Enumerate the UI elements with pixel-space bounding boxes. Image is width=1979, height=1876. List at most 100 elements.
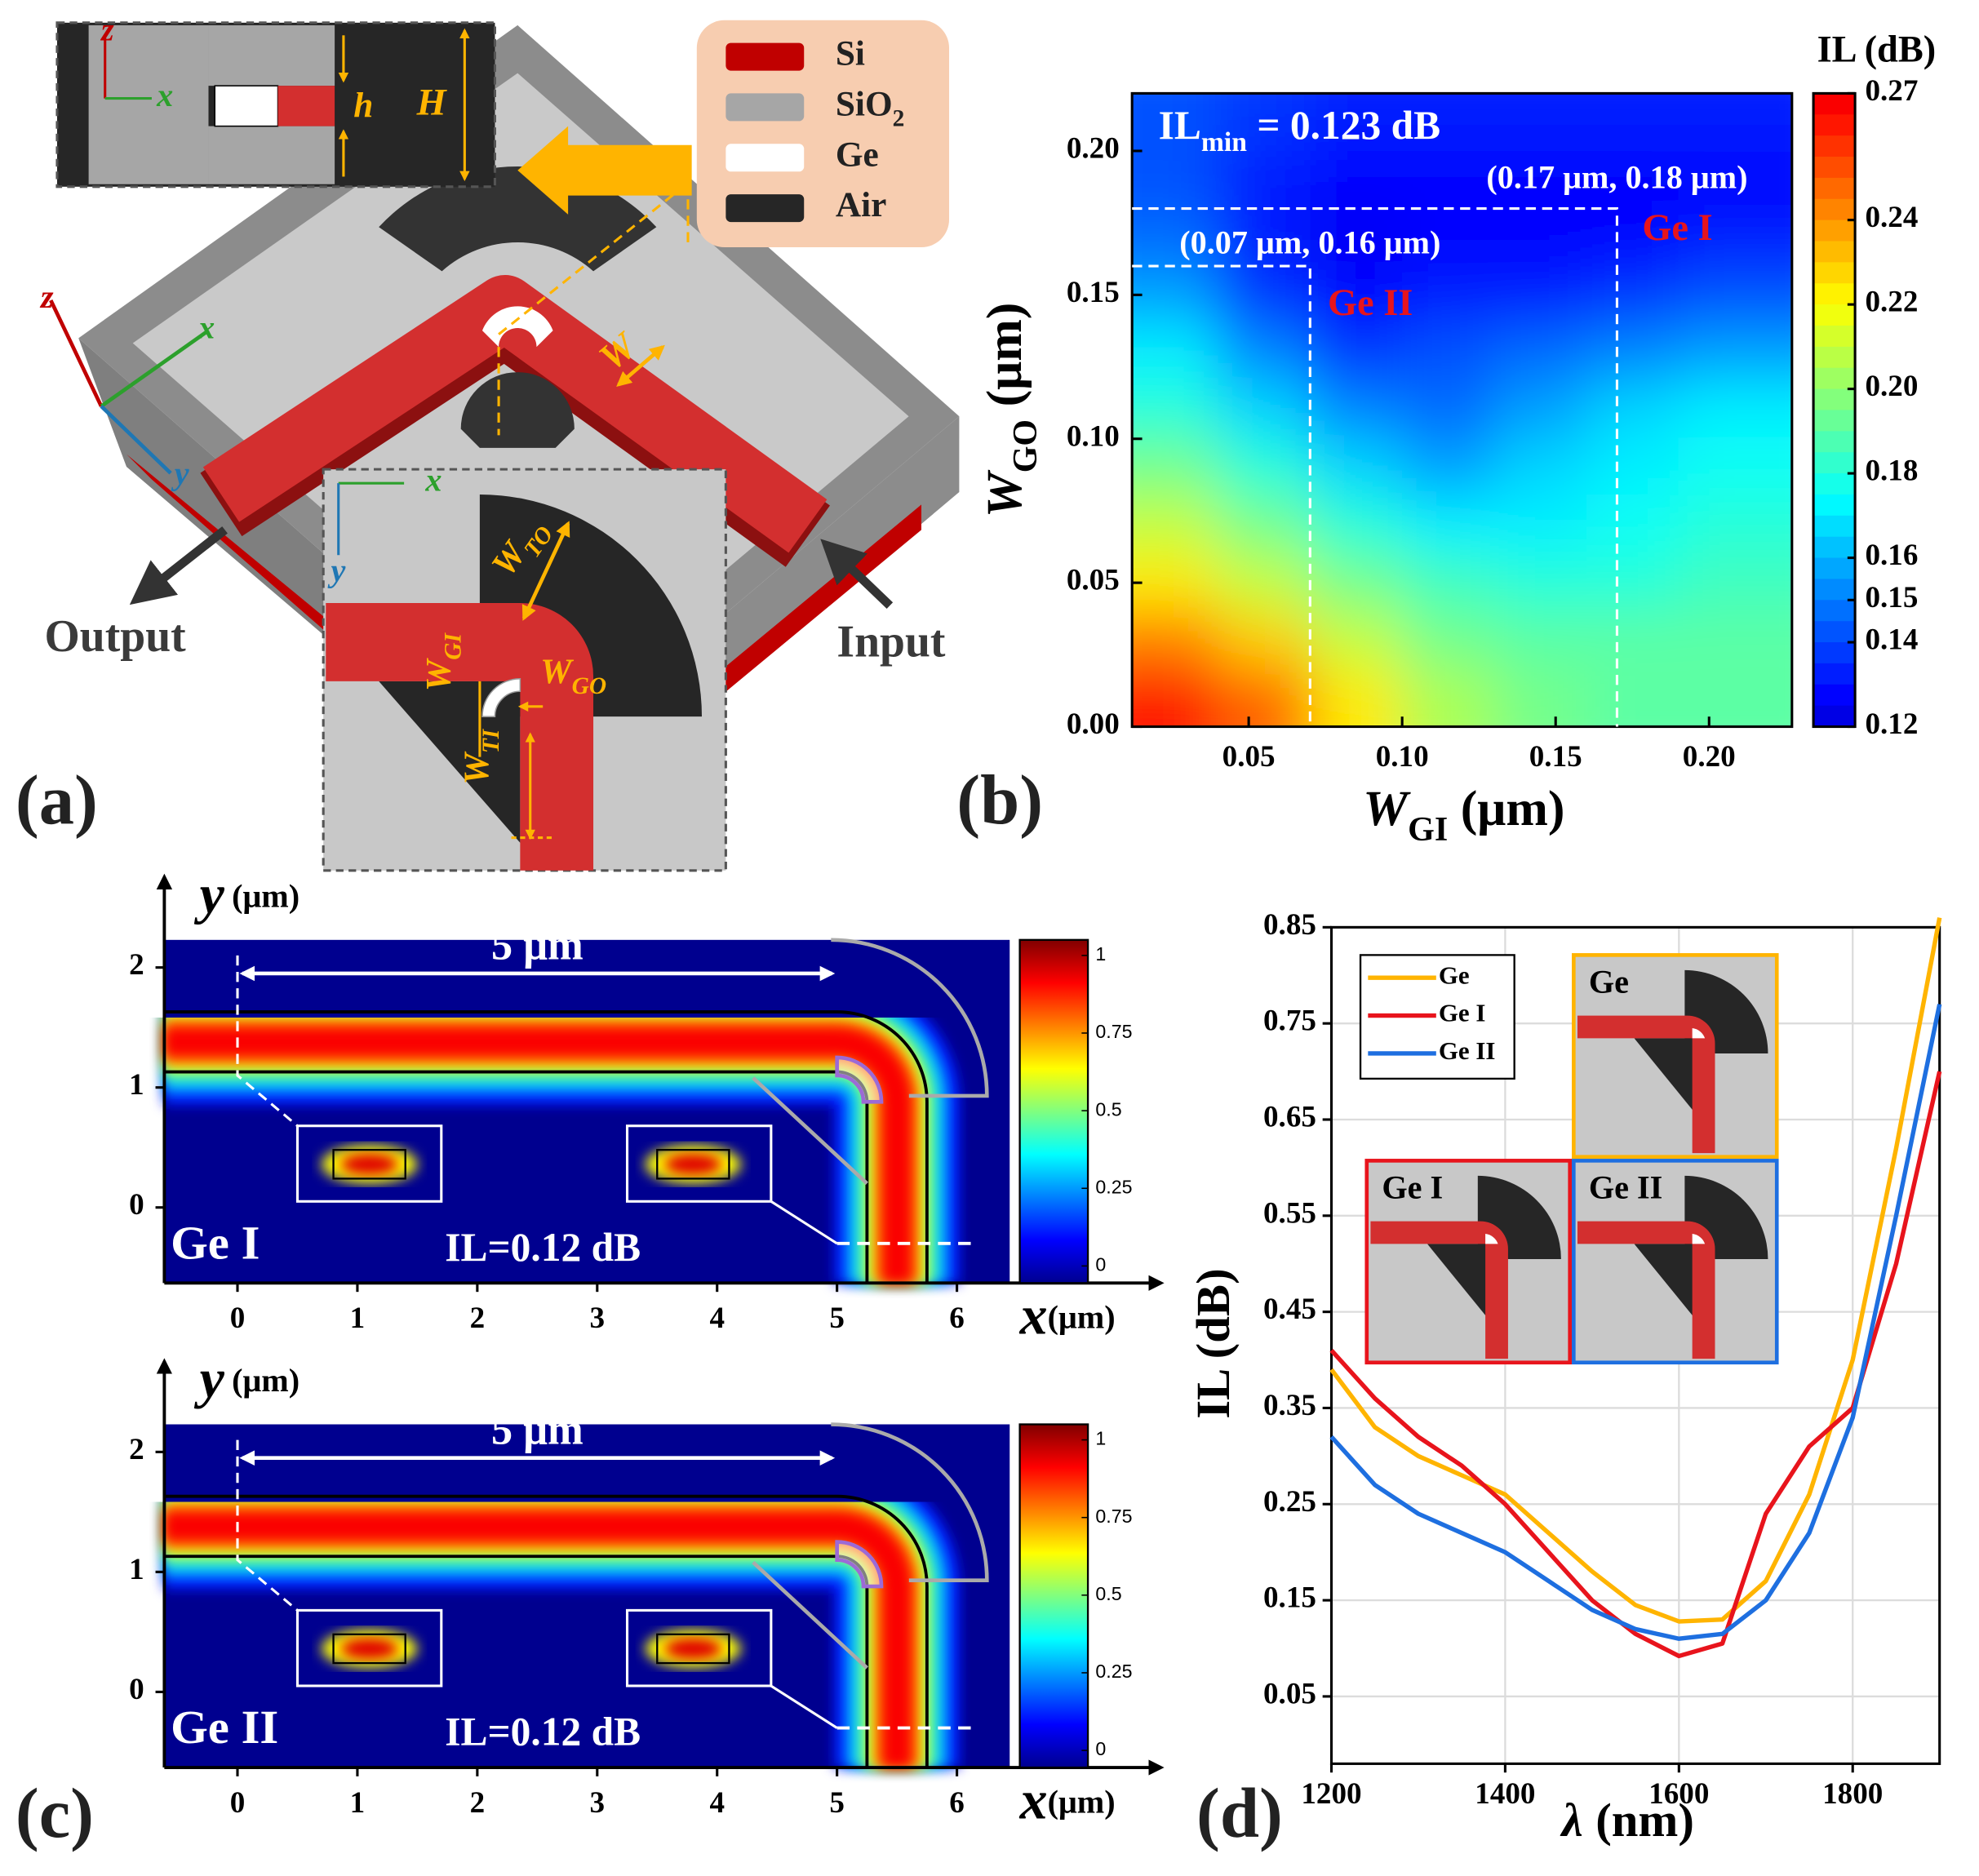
mode-spot xyxy=(340,1153,398,1176)
colorbar-step xyxy=(1813,410,1856,432)
heat-cell xyxy=(1132,496,1218,554)
dim-arrow xyxy=(616,344,665,387)
port-label: Output xyxy=(44,611,186,662)
heat-cell xyxy=(1218,93,1311,151)
colorbar-tick-label: 1 xyxy=(1095,1428,1106,1449)
colorbar-step xyxy=(1813,684,1856,707)
heat-cell xyxy=(1678,150,1792,209)
colorbar-tick-label: 1 xyxy=(1095,943,1106,965)
heat-cell xyxy=(1310,668,1403,727)
heat-cell xyxy=(1310,93,1403,151)
point-label: (0.07 μm, 0.16 μm) xyxy=(1179,224,1440,261)
axis-y xyxy=(100,405,172,475)
dim-label: H xyxy=(416,82,448,124)
y-axis-label: WGO (μm) xyxy=(977,303,1044,518)
x-axis-label: WGI (μm) xyxy=(1363,781,1564,848)
thumb-label: Ge I xyxy=(1382,1169,1443,1206)
colorbar-tick-label: 0 xyxy=(1095,1254,1106,1275)
heat-cell xyxy=(1402,668,1494,727)
sector-outline xyxy=(831,938,989,1098)
legend-label-part: 2 xyxy=(893,105,905,131)
y-tick-label: 0.45 xyxy=(1263,1293,1316,1326)
point-label: (0.17 μm, 0.18 μm) xyxy=(1486,159,1747,196)
dim-label-part: W xyxy=(540,652,574,691)
colorbar-tick-label: 0.18 xyxy=(1865,455,1918,488)
sector-outline xyxy=(752,1076,868,1186)
x-tick-label: 1200 xyxy=(1301,1777,1361,1811)
heat-cell xyxy=(1132,381,1218,439)
y-tick-label: 0.05 xyxy=(1067,564,1120,597)
colorbar-step xyxy=(1813,177,1856,200)
legend-swatch xyxy=(725,42,805,71)
y-tick-label: 0.35 xyxy=(1263,1389,1316,1422)
dim-label: WGI xyxy=(419,632,466,692)
heat-cell xyxy=(1586,208,1679,267)
dim-label-part: TI xyxy=(478,728,504,753)
x-tick-label: 0 xyxy=(230,1302,246,1335)
legend-label-part: Si xyxy=(836,34,865,73)
heat-cell xyxy=(1310,611,1403,669)
colorbar-tick-label: 0.25 xyxy=(1095,1176,1132,1197)
heat-cell xyxy=(1678,208,1792,267)
colorbar-step xyxy=(1813,114,1856,136)
heat-cell xyxy=(1678,438,1792,497)
y-tick-label: 0.15 xyxy=(1263,1581,1316,1615)
colorbar-tick-label: 0.16 xyxy=(1865,539,1918,572)
dim-label-part: GO xyxy=(572,673,607,699)
colorbar-step xyxy=(1813,663,1856,685)
field-annotation: IL=0.12 dB xyxy=(445,1710,641,1754)
heat-cell xyxy=(1586,438,1679,497)
mode-inset xyxy=(625,1608,773,1688)
colorbar-tick-label: 0.27 xyxy=(1865,74,1918,108)
x-tick-label: 5 xyxy=(829,1786,845,1820)
colorbar-step xyxy=(1813,579,1856,601)
connector xyxy=(770,1200,838,1245)
series-line xyxy=(1329,917,1942,1624)
y-tick-label: 1 xyxy=(129,1068,144,1102)
colorbar-tick-label: 0 xyxy=(1095,1738,1106,1759)
y-axis-label-part: (μm) xyxy=(232,878,300,915)
x-axis-label-part: W xyxy=(1363,781,1411,836)
x-tick-label: 1800 xyxy=(1822,1777,1883,1811)
x-tick-label: 2 xyxy=(470,1786,486,1820)
heat-cell xyxy=(1586,150,1679,209)
x-axis-label-part: (μm) xyxy=(1048,1784,1116,1821)
y-axis-label: y (μm) xyxy=(194,1347,300,1409)
legend-label: Si xyxy=(836,34,865,73)
thumb-label: Ge xyxy=(1589,964,1629,1000)
y-tick-label: 0.85 xyxy=(1263,908,1316,942)
dashed-guide xyxy=(498,181,689,335)
x-tick-label: 0.10 xyxy=(1376,740,1429,774)
heat-cell xyxy=(1310,553,1403,612)
heat-cell xyxy=(1132,553,1218,612)
x-axis-label-part: x xyxy=(1019,1284,1048,1346)
sio2-strip xyxy=(208,126,335,184)
mode-inset xyxy=(295,1124,443,1203)
colorbar-step xyxy=(1813,135,1856,157)
heat-cell xyxy=(1586,381,1679,439)
x-tick-label: 3 xyxy=(590,1786,606,1820)
field-annotation: IL=0.12 dB xyxy=(445,1225,641,1270)
axis-letter: z xyxy=(39,278,54,315)
y-tick-label: 0.00 xyxy=(1067,707,1120,741)
colorbar-tick-label: 0.14 xyxy=(1865,623,1918,657)
panel-label: (a) xyxy=(16,761,98,839)
y-tick-label: 0.25 xyxy=(1263,1485,1316,1519)
colorbar-tick-label: 0.25 xyxy=(1095,1661,1132,1682)
dim-arrow xyxy=(521,521,570,621)
heat-cell xyxy=(1402,553,1494,612)
y-tick-label: 0.05 xyxy=(1263,1677,1316,1710)
colorbar-tick-label: 0.20 xyxy=(1865,370,1918,403)
point-name: Ge II xyxy=(1328,282,1413,324)
mode-spot xyxy=(664,1638,722,1660)
colorbar-step xyxy=(1813,157,1856,179)
colorbar-step xyxy=(1813,198,1856,221)
legend-label: Ge xyxy=(836,135,879,174)
heat-cell xyxy=(1493,381,1586,439)
heat-cell xyxy=(1310,266,1403,324)
colorbar-step xyxy=(1813,220,1856,242)
legend-label: SiO2 xyxy=(836,84,904,131)
connector xyxy=(236,1439,299,1612)
colorbar-step xyxy=(1813,557,1856,580)
x-tick-label: 6 xyxy=(949,1302,965,1335)
